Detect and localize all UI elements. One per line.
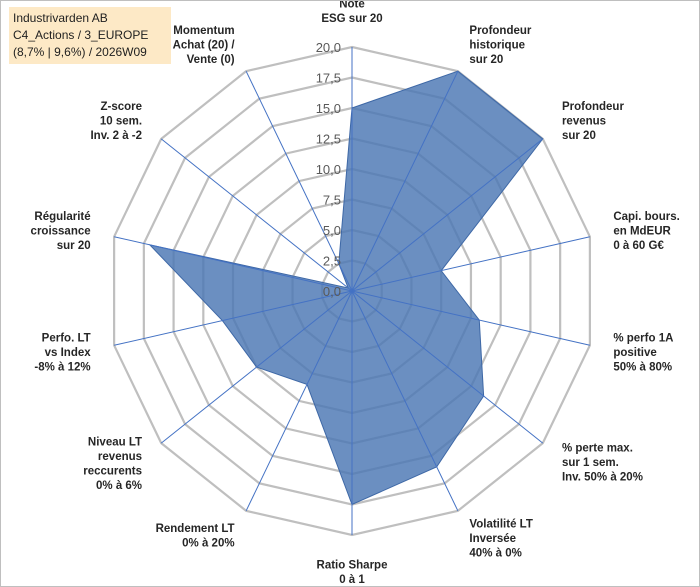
axis-label-line: 0% à 6% — [96, 480, 142, 492]
axis-spoke — [351, 138, 544, 292]
tick-label: 5,0 — [323, 223, 341, 238]
axis-label-line: historique — [469, 40, 525, 52]
info-box: Industrivarden AB C4_Actions / 3_EUROPE … — [9, 7, 171, 64]
axis-label-line: Inversée — [469, 533, 516, 545]
axis-label-line: % perfo 1A — [613, 333, 673, 345]
axis-label-line: ESG sur 20 — [321, 13, 382, 25]
axis-label-line: Note — [339, 1, 365, 11]
axis-label-line: 40% à 0% — [469, 547, 521, 559]
axis-label-line: Achat (20) / — [173, 40, 236, 52]
axis-label-line: vs Index — [45, 347, 92, 359]
axis-label-line: Z-score — [100, 101, 142, 113]
axis-spoke — [351, 290, 590, 346]
tick-label: 2,5 — [323, 254, 341, 269]
axis-label: Z-score 10 sem. Inv. 2 à -2 — [90, 101, 142, 142]
axis-label: Ratio Sharpe 0 à 1 — [317, 560, 388, 587]
axis-label-line: revenus — [98, 451, 142, 463]
axis-label-line: en MdEUR — [613, 225, 671, 237]
axis-label-line: Régularité — [34, 211, 90, 223]
data-series-area — [148, 70, 544, 506]
info-company-name: Industrivarden AB — [13, 11, 108, 25]
axis-spoke — [160, 290, 353, 444]
tick-label: 0,0 — [323, 284, 341, 299]
axis-spoke — [351, 70, 459, 292]
axis-label: Volatilité LT Inversée 40% à 0% — [469, 518, 532, 559]
axis-label: Profondeur revenus sur 20 — [562, 101, 624, 142]
axis-spoke — [351, 290, 544, 444]
axis-label-line: Momentum — [173, 25, 234, 37]
axis-label-line: sur 20 — [562, 130, 596, 142]
axis-label: % perfo 1A positive 50% à 80% — [613, 333, 673, 374]
axis-label-line: croissance — [31, 225, 91, 237]
axis-label-line: 0 à 60 G€ — [613, 240, 664, 252]
axis-label-line: revenus — [562, 116, 606, 128]
axis-label-line: Volatilité LT — [469, 518, 532, 530]
tick-label: 7,5 — [323, 193, 341, 208]
axis-label-line: Inv. 2 à -2 — [90, 130, 142, 142]
tick-label: 15,0 — [316, 101, 341, 116]
axis-label-line: sur 20 — [57, 240, 91, 252]
axis-label: % perte max. sur 1 sem. Inv. 50% à 20% — [562, 442, 643, 483]
axis-label-line: 0 à 1 — [339, 574, 365, 586]
axis-spoke — [245, 70, 353, 292]
axis-label-line: -8% à 12% — [34, 362, 90, 374]
axis-label-line: sur 20 — [469, 54, 503, 66]
axis-label-line: % perte max. — [562, 442, 633, 454]
axis-spoke — [114, 236, 353, 292]
axis-label-line: reccurents — [83, 466, 142, 478]
axis-label: Momentum Achat (20) / Vente (0) — [173, 25, 236, 66]
tick-label: 12,5 — [316, 132, 341, 147]
axis-label-line: Inv. 50% à 20% — [562, 471, 643, 483]
axis-label-line: Ratio Sharpe — [317, 560, 388, 572]
info-period: (8,7% | 9,6%) / 2026W09 — [13, 45, 147, 59]
axis-label-line: 0% à 20% — [182, 538, 234, 550]
axis-label-line: Capi. bours. — [613, 211, 679, 223]
axis-label-line: Profondeur — [469, 25, 531, 37]
info-category: C4_Actions / 3_EUROPE — [13, 28, 149, 42]
tick-label: 10,0 — [316, 162, 341, 177]
axis-spoke — [245, 290, 353, 512]
radar-spokes — [114, 47, 590, 535]
tick-label: 17,5 — [316, 71, 341, 86]
axis-label: Profondeur historique sur 20 — [469, 25, 531, 66]
axis-spoke — [160, 138, 353, 292]
axis-label: Perfo. LT vs Index -8% à 12% — [34, 333, 91, 374]
axis-label: Rendement LT 0% à 20% — [156, 523, 235, 550]
axis-label-line: sur 1 sem. — [562, 457, 619, 469]
axis-label-line: 50% à 80% — [613, 362, 672, 374]
tick-label: 20,0 — [316, 40, 341, 55]
axis-label-line: Rendement LT — [156, 523, 235, 535]
axis-spoke — [114, 290, 353, 346]
axis-label: Capi. bours. en MdEUR 0 à 60 G€ — [613, 211, 679, 252]
axis-label-line: 10 sem. — [100, 116, 142, 128]
axis-label-line: positive — [613, 347, 656, 359]
axis-label-line: Niveau LT — [88, 437, 142, 449]
axis-label-line: Vente (0) — [187, 54, 235, 66]
axis-label: Régularité croissance sur 20 — [31, 211, 91, 252]
axis-label-line: Profondeur — [562, 101, 624, 113]
axis-label: Note ESG sur 20 — [321, 1, 382, 25]
axis-label: Niveau LT revenus reccurents 0% à 6% — [83, 437, 142, 493]
axis-label-line: Perfo. LT — [42, 333, 91, 345]
axis-spoke — [351, 236, 590, 292]
axis-spoke — [351, 290, 459, 512]
